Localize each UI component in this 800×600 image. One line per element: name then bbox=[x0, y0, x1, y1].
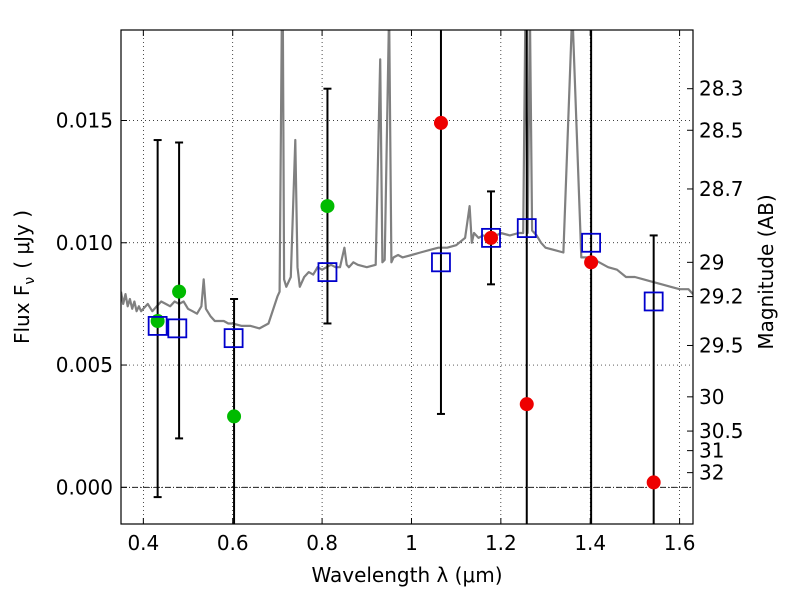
data-point-square bbox=[581, 232, 602, 253]
spectrum-line bbox=[121, 30, 693, 330]
right-axis-label: Magnitude (AB) bbox=[754, 194, 778, 349]
data-point-square bbox=[516, 218, 537, 238]
right-tick-label: 32 bbox=[699, 461, 724, 485]
y-tick-label: 0.000 bbox=[56, 475, 113, 499]
x-tick-label: 1.2 bbox=[485, 531, 517, 555]
y-axis-label-main: Flux F bbox=[10, 285, 34, 344]
data-point-circle bbox=[320, 199, 335, 214]
data-point-square bbox=[431, 252, 451, 273]
y-axis-ticks: 0.000 0.005 0.010 0.015 bbox=[56, 108, 127, 499]
y-axis-label-unit: ( μJy ) bbox=[10, 210, 34, 269]
plot-frame bbox=[120, 29, 694, 525]
data-point-square bbox=[147, 316, 168, 336]
y-tick-label: 0.015 bbox=[56, 108, 113, 132]
x-tick-label: 0.8 bbox=[306, 531, 338, 555]
x-axis-ticks: 0.4 0.6 0.8 1 1.2 1.4 1.6 bbox=[127, 30, 696, 555]
data-point-circle bbox=[433, 115, 448, 130]
data-point-square bbox=[167, 318, 188, 339]
data-point-circle bbox=[484, 230, 499, 245]
data-point-square bbox=[317, 262, 338, 283]
right-tick-label: 30.5 bbox=[699, 419, 744, 443]
right-tick-label: 29.2 bbox=[699, 285, 744, 309]
data-point-circle bbox=[584, 255, 599, 270]
right-tick-label: 28.5 bbox=[699, 118, 744, 142]
data-markers bbox=[147, 115, 664, 490]
grid bbox=[121, 30, 693, 524]
y-axis-label: Flux Fν ( μJy ) bbox=[10, 210, 38, 344]
data-point-circle bbox=[227, 409, 242, 424]
right-tick-label: 29.5 bbox=[699, 333, 744, 357]
error-bars bbox=[153, 30, 658, 524]
x-tick-label: 0.6 bbox=[217, 531, 249, 555]
right-tick-label: 28.7 bbox=[699, 177, 744, 201]
model-spectrum bbox=[121, 30, 693, 330]
right-tick-label: 30 bbox=[699, 385, 724, 409]
x-tick-label: 1.6 bbox=[664, 531, 696, 555]
x-axis-label: Wavelength λ (μm) bbox=[311, 563, 502, 587]
y-axis-label-sub: ν bbox=[22, 277, 38, 285]
data-point-circle bbox=[519, 397, 534, 412]
data-point-circle bbox=[172, 284, 187, 299]
right-tick-label: 31 bbox=[699, 439, 724, 463]
y-tick-label: 0.005 bbox=[56, 353, 113, 377]
x-tick-label: 1.4 bbox=[574, 531, 606, 555]
data-point-circle bbox=[646, 475, 661, 490]
error-bar bbox=[436, 30, 445, 415]
data-point-square bbox=[481, 227, 501, 248]
data-point-square bbox=[223, 328, 244, 349]
x-tick-label: 1 bbox=[405, 531, 418, 555]
x-tick-label: 0.4 bbox=[127, 531, 159, 555]
data-point-square bbox=[643, 291, 664, 312]
right-tick-label: 28.3 bbox=[699, 77, 744, 101]
y-tick-label: 0.010 bbox=[56, 231, 113, 255]
svg-text:Flux Fν( μJy ): Flux Fν ( μJy ) bbox=[10, 210, 38, 344]
right-tick-label: 29 bbox=[699, 250, 724, 274]
